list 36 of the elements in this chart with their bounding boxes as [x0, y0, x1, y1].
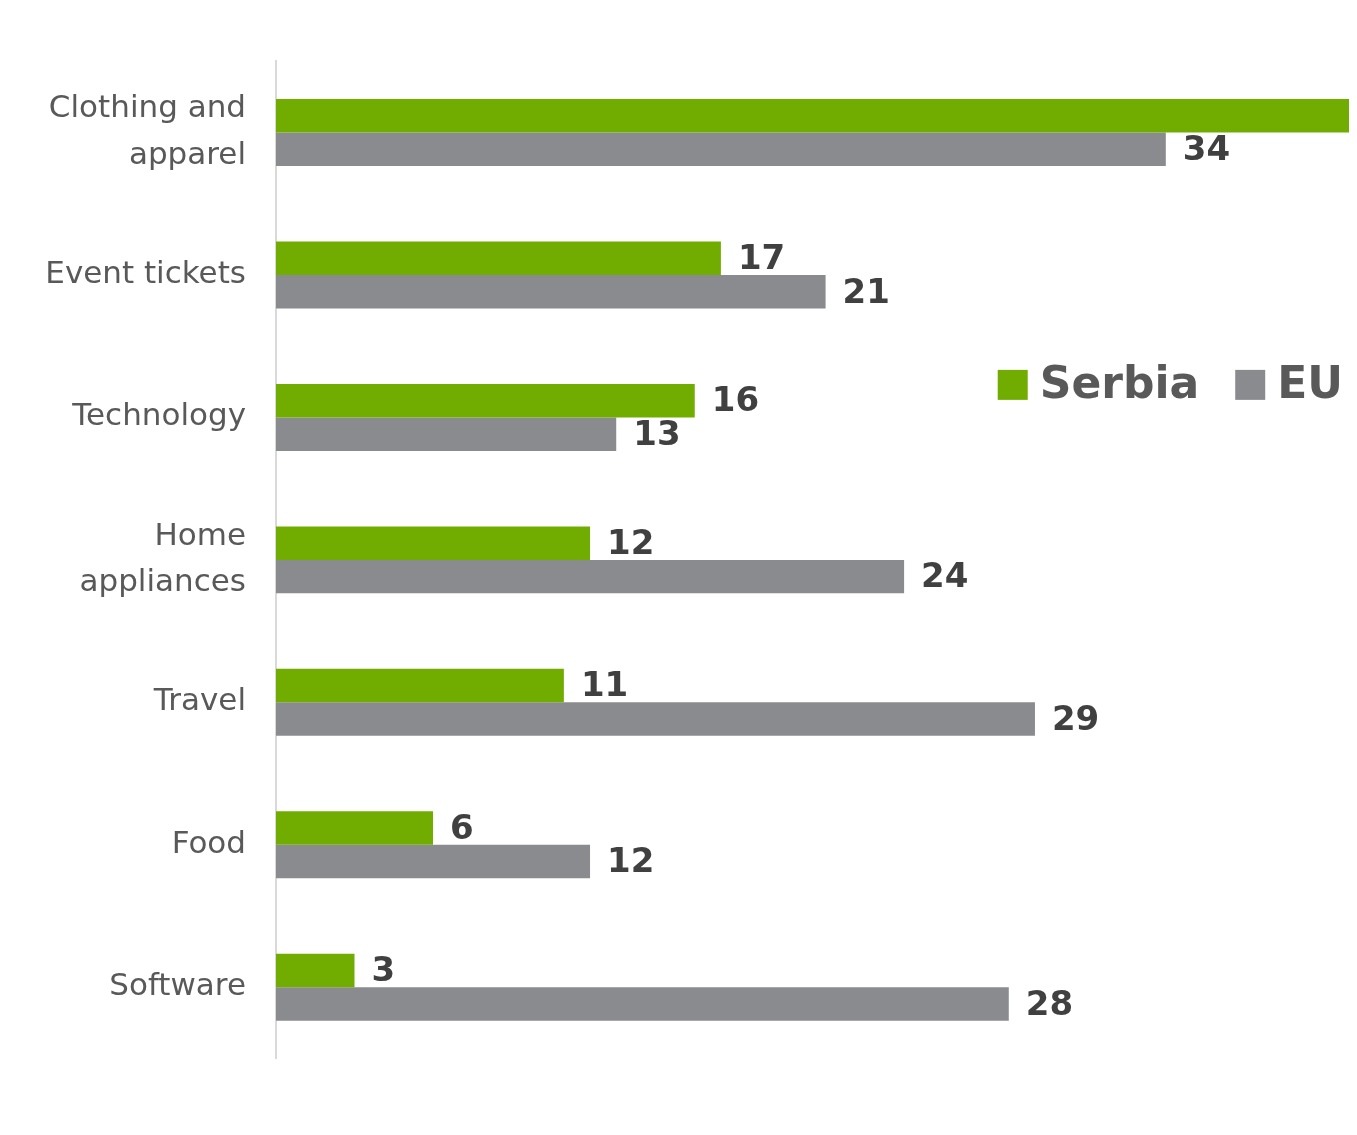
bar — [276, 526, 591, 560]
bar — [276, 241, 721, 275]
y-tick-label: Software — [109, 966, 246, 1003]
data-label: 12 — [607, 840, 655, 881]
bar — [276, 811, 434, 845]
bar — [276, 99, 1349, 133]
data-label: 24 — [921, 555, 969, 596]
y-tick-label: Food — [171, 823, 246, 860]
data-label: 28 — [1025, 982, 1074, 1023]
legend-label: Serbia — [1039, 357, 1200, 409]
bar — [276, 559, 905, 594]
data-label: 6 — [450, 806, 474, 847]
data-label: 34 — [1182, 128, 1231, 169]
y-tick-label: Travel — [152, 681, 246, 718]
data-label: 21 — [842, 270, 890, 311]
bar — [276, 953, 355, 988]
bar — [276, 668, 564, 703]
data-label: 16 — [711, 379, 760, 420]
data-label: 11 — [580, 664, 629, 705]
data-label: 17 — [737, 237, 786, 278]
bar — [276, 132, 1166, 166]
data-label: 3 — [371, 949, 396, 990]
y-tick-label: Event tickets — [45, 253, 246, 290]
y-tick-label: Clothing and apparel — [48, 88, 246, 171]
bar — [276, 987, 1009, 1021]
bar — [276, 417, 617, 451]
bar — [276, 383, 695, 418]
data-label: 13 — [633, 412, 681, 453]
y-tick-label: Home appliances — [79, 515, 246, 599]
bar — [276, 274, 826, 309]
data-label: 12 — [607, 521, 655, 562]
bar — [276, 844, 591, 879]
legend-label: EU — [1277, 357, 1344, 409]
data-label: 29 — [1051, 697, 1100, 738]
bar — [276, 702, 1035, 736]
y-tick-label: Technology — [71, 396, 246, 433]
